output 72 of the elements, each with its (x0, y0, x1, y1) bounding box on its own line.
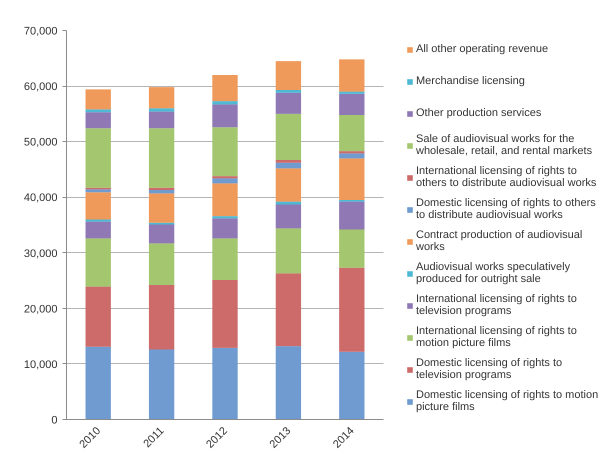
bar (148, 87, 174, 108)
bar (212, 183, 238, 216)
bar (86, 89, 111, 110)
bar (148, 243, 174, 286)
y-tick-label: 0 (51, 414, 58, 426)
y-tick-label: 40,000 (24, 192, 58, 204)
bar (212, 127, 238, 176)
bar (339, 268, 364, 352)
bar (86, 192, 111, 220)
bar (276, 228, 302, 274)
bar (339, 114, 364, 152)
bar (276, 61, 302, 90)
bar (212, 104, 238, 128)
bar (148, 128, 174, 188)
bar (148, 190, 174, 194)
bar (86, 128, 111, 188)
bar (276, 162, 302, 168)
bar (212, 238, 238, 280)
bar (339, 158, 364, 200)
legend-label: International licensing of rights to motion picture films (416, 324, 577, 350)
y-tick-label: 70,000 (24, 26, 58, 38)
y-tick-label: 30,000 (24, 248, 58, 260)
bar (276, 92, 302, 114)
bar (148, 349, 174, 420)
bar (276, 168, 302, 202)
bar (276, 202, 302, 204)
bar (276, 90, 302, 93)
bar (148, 112, 174, 128)
bar (148, 224, 174, 244)
bar (86, 346, 111, 420)
legend-label: International licensing of rights to others to distribute audiovisual works (416, 164, 596, 190)
y-tick-label: 50,000 (24, 136, 58, 149)
bar (86, 219, 111, 222)
bar (86, 112, 111, 128)
legend-label: Sale of audiovisual works for the wholesale, retail, and rental markets (416, 132, 592, 158)
legend-label: All other operating revenue (416, 42, 548, 57)
bar (339, 153, 364, 158)
bar (276, 273, 302, 346)
legend-label: International licensing of rights to television programs (416, 292, 577, 318)
bar (339, 229, 364, 268)
legend-label: Merchandise licensing (416, 74, 525, 89)
legend-label: Domestic licensing of rights to motion picture films (416, 388, 598, 414)
bar (212, 101, 238, 104)
bar (339, 94, 364, 115)
bar (212, 178, 238, 184)
bar (339, 352, 364, 420)
bar (212, 348, 238, 420)
bar (339, 59, 364, 92)
bar (276, 204, 302, 228)
legend-label: Domestic licensing of rights to television programs (416, 356, 562, 382)
legend-label: Audiovisual works speculatively produced for outright sale (416, 260, 570, 286)
bar (276, 114, 302, 160)
y-tick-label: 10,000 (24, 358, 58, 371)
bar (276, 346, 302, 420)
legend-label: Contract production of audiovisual works (416, 228, 582, 254)
bar (86, 286, 111, 347)
bar (148, 285, 174, 350)
bar (212, 218, 238, 238)
bar (86, 189, 111, 192)
bar (86, 109, 111, 112)
legend-label: Other production services (416, 106, 542, 121)
y-tick-label: 20,000 (24, 303, 58, 316)
y-tick-label: 60,000 (24, 81, 58, 94)
bar (86, 222, 111, 238)
bar (276, 160, 302, 163)
bar (86, 238, 111, 287)
bar (148, 108, 174, 112)
bar (148, 193, 174, 223)
bar (339, 202, 364, 230)
legend-label: Domestic licensing of rights to others to distribute audiovisual works (416, 196, 596, 222)
bar (212, 74, 238, 102)
bar (212, 280, 238, 348)
